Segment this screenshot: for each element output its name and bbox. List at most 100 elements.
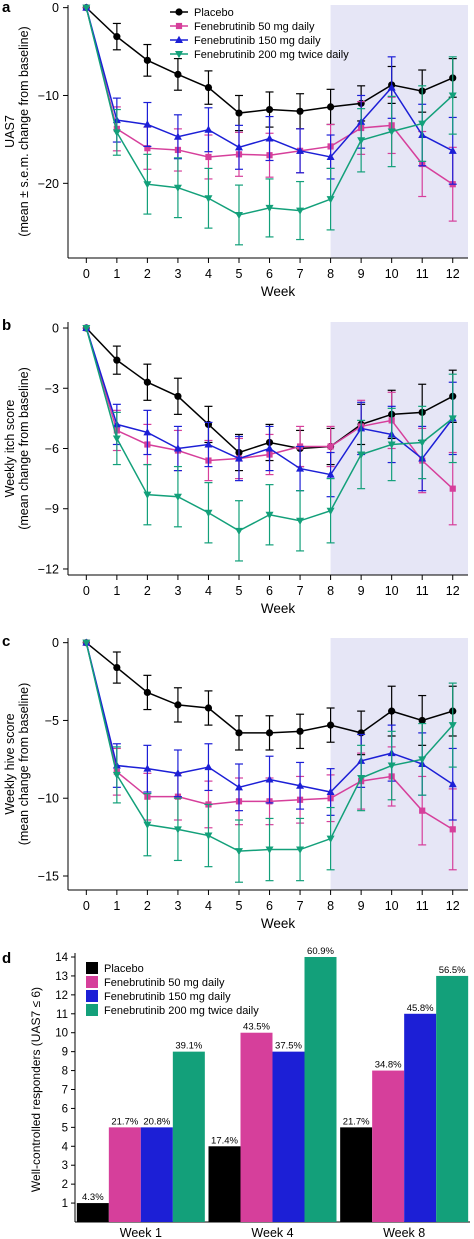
y-tick-label: 14 bbox=[55, 952, 68, 964]
data-point-fen200 bbox=[143, 821, 152, 829]
data-point-fen150 bbox=[296, 464, 305, 472]
bar-data-label: 17.4% bbox=[211, 1135, 238, 1146]
data-point-fen200 bbox=[326, 835, 335, 843]
y-tick-label: −10 bbox=[38, 792, 59, 806]
x-tick-label: 11 bbox=[416, 899, 429, 913]
y-tick-label: 13 bbox=[55, 971, 68, 983]
data-point-fen200 bbox=[112, 129, 121, 137]
y-tick-label: 12 bbox=[55, 990, 68, 1002]
data-point-fen150 bbox=[326, 787, 335, 795]
panel-label: b bbox=[2, 317, 11, 334]
x-tick-label: 10 bbox=[385, 267, 399, 281]
bar-data-label: 20.8% bbox=[143, 1116, 170, 1127]
data-point-fen200 bbox=[448, 92, 457, 100]
data-point-placebo bbox=[174, 701, 182, 709]
y-tick-label: −12 bbox=[38, 562, 59, 576]
data-point-placebo bbox=[235, 109, 243, 117]
bar-fen200 bbox=[304, 957, 337, 1222]
data-point-fen200 bbox=[387, 762, 396, 770]
bar-placebo bbox=[208, 1146, 241, 1222]
category-label: Week 1 bbox=[120, 1226, 162, 1239]
x-axis-label: Week bbox=[261, 601, 296, 616]
x-tick-label: 5 bbox=[236, 899, 243, 913]
legend-label: Fenebrutinib 50 mg daily bbox=[194, 21, 315, 33]
data-point-fen200 bbox=[112, 771, 121, 780]
data-point-placebo bbox=[296, 727, 304, 735]
data-point-fen200 bbox=[173, 184, 182, 192]
x-tick-label: 9 bbox=[358, 584, 365, 598]
bar-placebo bbox=[76, 1203, 109, 1222]
x-tick-label: 0 bbox=[83, 584, 90, 598]
data-point-fen200 bbox=[357, 137, 366, 145]
data-point-fen200 bbox=[387, 441, 396, 449]
y-tick-label: 3 bbox=[62, 1160, 68, 1172]
data-point-fen200 bbox=[387, 128, 396, 136]
data-point-fen200 bbox=[143, 181, 152, 189]
data-point-placebo bbox=[418, 716, 426, 725]
legend: Placebo Fenebrutinib 50 mg daily Fenebruti… bbox=[86, 962, 259, 1017]
category-label: Week 4 bbox=[251, 1226, 293, 1239]
data-point-fen150 bbox=[204, 440, 213, 448]
data-point-fen150 bbox=[448, 146, 457, 154]
x-tick-label: 7 bbox=[297, 267, 304, 281]
y-axis-label: (mean change from baseline) bbox=[17, 683, 31, 846]
data-point-fen150 bbox=[448, 780, 457, 788]
bar-data-label: 34.8% bbox=[375, 1060, 402, 1071]
bar-fen200 bbox=[436, 975, 469, 1222]
x-axis-label: Week bbox=[261, 284, 296, 299]
legend: Placebo Fenebrutinib 50 mg daily Fenebruti… bbox=[170, 7, 349, 61]
bar-data-label: 37.5% bbox=[275, 1041, 302, 1052]
data-point-fen50 bbox=[144, 145, 151, 152]
data-point-fen150 bbox=[265, 444, 274, 452]
data-point-fen200 bbox=[357, 775, 366, 783]
x-tick-label: 3 bbox=[174, 584, 181, 598]
data-point-placebo bbox=[265, 105, 274, 114]
x-tick-label: 4 bbox=[205, 267, 212, 281]
data-point-fen50 bbox=[327, 443, 334, 450]
legend-label: Fenebrutinib 150 mg daily bbox=[194, 35, 321, 47]
data-point-fen200 bbox=[265, 846, 274, 854]
x-tick-label: 8 bbox=[327, 267, 334, 281]
y-tick-label: −10 bbox=[38, 89, 59, 103]
x-tick-label: 10 bbox=[385, 899, 399, 913]
x-tick-label: 7 bbox=[297, 899, 304, 913]
y-axis-label: Weekly hive score bbox=[3, 713, 17, 814]
x-tick-label: 5 bbox=[236, 267, 243, 281]
data-point-fen200 bbox=[204, 832, 213, 840]
data-point-fen150 bbox=[173, 769, 182, 777]
y-tick-label: 5 bbox=[62, 1122, 68, 1134]
data-point-fen200 bbox=[296, 846, 305, 854]
x-tick-label: 1 bbox=[113, 584, 120, 598]
legend-swatch-fen200 bbox=[86, 1004, 98, 1016]
x-tick-label: 9 bbox=[358, 899, 365, 913]
shaded-region bbox=[330, 322, 468, 575]
x-tick-label: 4 bbox=[205, 899, 212, 913]
panel-label: d bbox=[2, 950, 11, 967]
data-point-placebo bbox=[113, 33, 121, 41]
data-point-fen200 bbox=[357, 451, 366, 459]
data-point-fen200 bbox=[326, 196, 335, 204]
data-point-placebo bbox=[388, 707, 396, 715]
data-point-fen200 bbox=[112, 435, 121, 443]
data-point-fen200 bbox=[296, 207, 305, 215]
y-axis-label: Weekly itch score bbox=[3, 400, 17, 498]
bar-placebo bbox=[340, 1127, 373, 1222]
data-point-fen150 bbox=[204, 762, 213, 771]
legend-label: Fenebrutinib 150 mg daily bbox=[104, 991, 231, 1003]
y-tick-label: 0 bbox=[52, 1, 59, 15]
x-tick-label: 11 bbox=[416, 584, 429, 598]
data-point-fen200 bbox=[326, 507, 335, 515]
data-point-fen150 bbox=[143, 428, 152, 436]
data-point-fen200 bbox=[173, 826, 182, 834]
x-axis-label: Week bbox=[261, 916, 296, 931]
bar-fen150 bbox=[272, 1051, 305, 1222]
legend-label: Placebo bbox=[194, 7, 234, 19]
bar-data-label: 39.1% bbox=[175, 1041, 202, 1052]
x-tick-label: 12 bbox=[446, 899, 460, 913]
data-point-fen200 bbox=[448, 722, 457, 730]
x-tick-label: 5 bbox=[236, 584, 243, 598]
